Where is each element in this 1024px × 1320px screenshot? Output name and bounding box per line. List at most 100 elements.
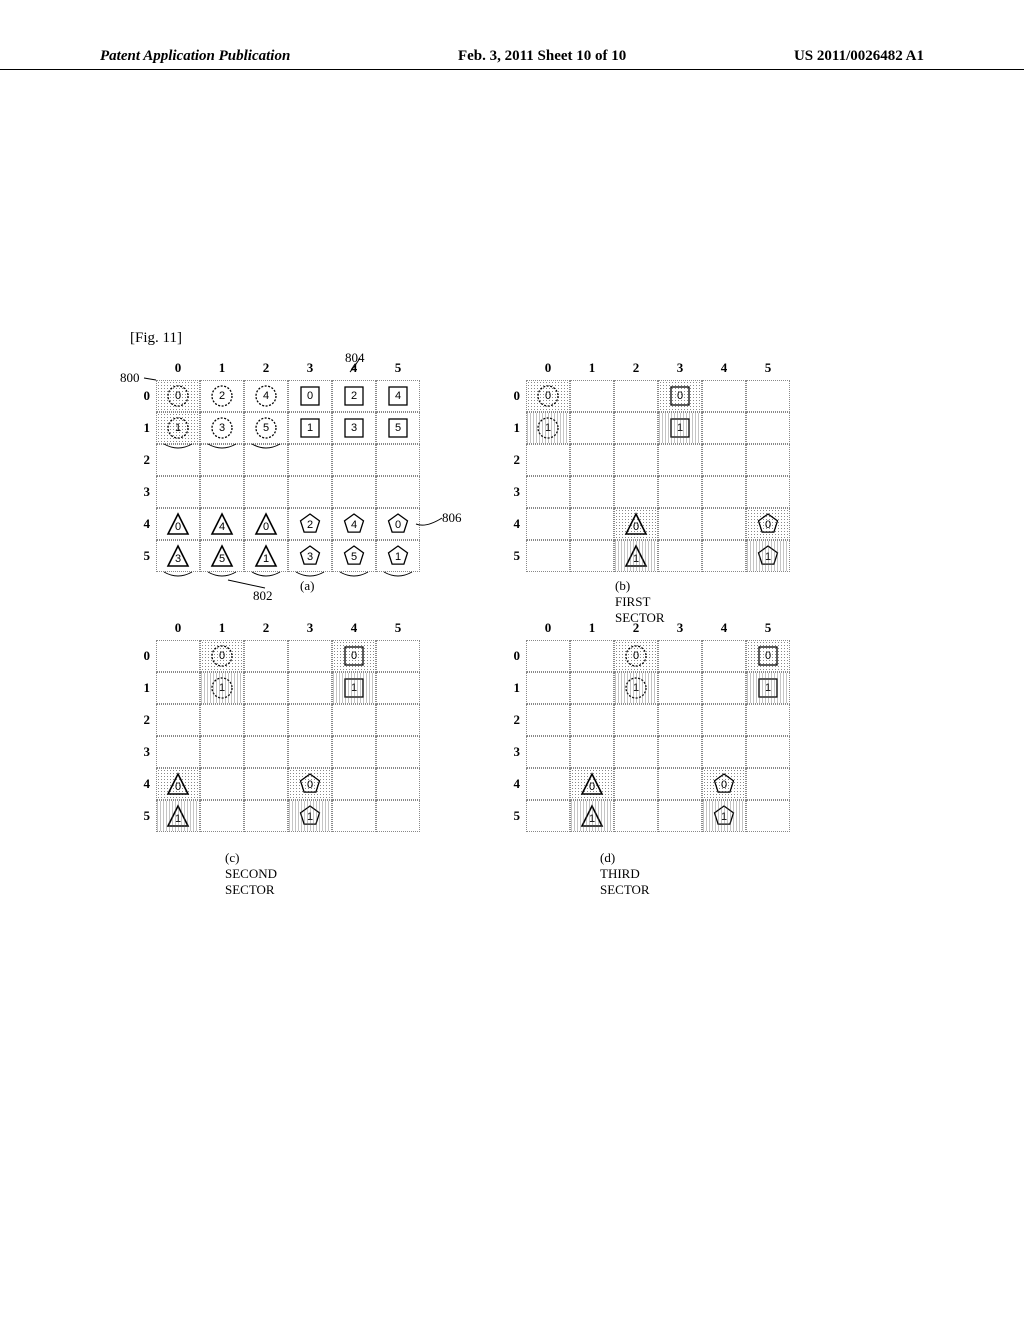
grid-cell: [746, 768, 790, 800]
grid-cell: 0: [376, 508, 420, 540]
grid-cell: 3: [332, 412, 376, 444]
grid-cell: [702, 736, 746, 768]
grid-cell: 0: [702, 768, 746, 800]
grid-cell: [244, 444, 288, 476]
grid-panel-b: 01234500011123400511: [500, 360, 790, 572]
svg-text:1: 1: [633, 553, 639, 565]
col-head: 4: [332, 620, 376, 640]
svg-text:1: 1: [765, 551, 771, 563]
grid-cell: [156, 704, 200, 736]
grid-cell: 1: [746, 672, 790, 704]
grid-cell: [376, 444, 420, 476]
grid-cell: [570, 672, 614, 704]
caption-b: (b) FIRST SECTOR: [615, 578, 665, 626]
grid-cell: [658, 640, 702, 672]
grid-cell: [702, 444, 746, 476]
svg-text:0: 0: [765, 650, 771, 662]
grid-cell: [746, 412, 790, 444]
grid-cell: [570, 476, 614, 508]
grid-cell: 1: [746, 540, 790, 572]
grid-cell: [614, 476, 658, 508]
row-head: 0: [130, 388, 156, 404]
column-headers: 012345: [500, 620, 790, 640]
col-head: 2: [244, 620, 288, 640]
grid-cell: 1: [658, 412, 702, 444]
row-head: 5: [130, 548, 156, 564]
grid-cell: 0: [658, 380, 702, 412]
row-head: 1: [500, 420, 526, 436]
grid-cell: [526, 672, 570, 704]
grid-cell: [526, 508, 570, 540]
svg-text:5: 5: [219, 553, 225, 565]
grid-cell: 0: [746, 640, 790, 672]
column-headers: 012345: [500, 360, 790, 380]
grid-cell: [376, 736, 420, 768]
grid-cell: [746, 476, 790, 508]
grid-cell: [156, 444, 200, 476]
col-head: 2: [614, 620, 658, 640]
col-head: 4: [702, 360, 746, 380]
grid-cell: [526, 704, 570, 736]
col-head: 4: [702, 620, 746, 640]
svg-text:1: 1: [765, 682, 771, 694]
grid-row: 511: [130, 800, 420, 832]
row-head: 2: [130, 712, 156, 728]
row-head: 4: [500, 776, 526, 792]
grid-panel-a: 012345002402411351352340402405351351: [130, 360, 420, 572]
svg-text:0: 0: [633, 521, 639, 533]
grid-row: 2: [130, 704, 420, 736]
col-head: 0: [526, 620, 570, 640]
col-head: 4: [332, 360, 376, 380]
grid-row: 3: [130, 476, 420, 508]
row-head: 1: [130, 420, 156, 436]
caption-d: (d) THIRD SECTOR: [600, 850, 650, 898]
grid-cell: [702, 412, 746, 444]
grid-cell: 0: [570, 768, 614, 800]
grid-cell: [702, 476, 746, 508]
row-head: 3: [130, 744, 156, 760]
grid-cell: [658, 476, 702, 508]
col-head: 3: [288, 620, 332, 640]
svg-text:3: 3: [219, 422, 225, 434]
grid-cell: [746, 444, 790, 476]
grid-cell: [526, 640, 570, 672]
svg-text:0: 0: [545, 390, 551, 402]
grid-cell: 1: [200, 672, 244, 704]
grid-cell: [658, 768, 702, 800]
grid-cell: 5: [332, 540, 376, 572]
grid-row: 2: [500, 444, 790, 476]
svg-text:0: 0: [175, 781, 181, 793]
grid-row: 511: [500, 800, 790, 832]
grid-cell: [570, 444, 614, 476]
col-head: 3: [658, 620, 702, 640]
grid-cell: [156, 672, 200, 704]
grid-cell: 0: [288, 380, 332, 412]
grid-cell: [570, 508, 614, 540]
grid-cell: [332, 736, 376, 768]
grid-cell: [658, 800, 702, 832]
grid-cell: [614, 736, 658, 768]
ref-802: 802: [253, 588, 273, 604]
grid-cell: [244, 768, 288, 800]
grid-row: 4 0 0: [500, 768, 790, 800]
grid-row: 111: [130, 672, 420, 704]
svg-text:0: 0: [307, 779, 313, 791]
grid-row: 000: [500, 380, 790, 412]
grid-cell: [570, 640, 614, 672]
grid-cell: [288, 444, 332, 476]
row-head: 2: [500, 712, 526, 728]
grid-row: 3: [500, 476, 790, 508]
col-head: 5: [746, 620, 790, 640]
svg-text:1: 1: [307, 422, 313, 434]
grid-cell: [570, 540, 614, 572]
grid-cell: [376, 476, 420, 508]
grid-panel-c: 01234500011123400511: [130, 620, 420, 832]
grid-cell: [526, 736, 570, 768]
row-head: 1: [130, 680, 156, 696]
grid-cell: [614, 704, 658, 736]
grid-cell: 0: [156, 508, 200, 540]
grid-row: 400: [130, 768, 420, 800]
grid-row: 1135135: [130, 412, 420, 444]
row-head: 5: [500, 808, 526, 824]
svg-text:0: 0: [633, 650, 639, 662]
